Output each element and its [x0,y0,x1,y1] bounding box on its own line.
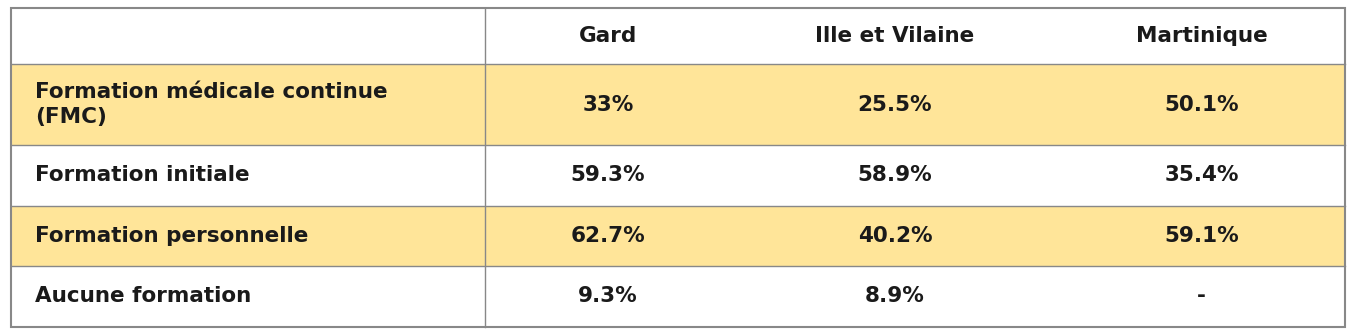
Text: 50.1%: 50.1% [1165,95,1239,115]
Text: Formation initiale: Formation initiale [35,165,250,186]
Text: Aucune formation: Aucune formation [35,286,251,307]
Bar [11,64,1345,145]
Text: Ille et Vilaine: Ille et Vilaine [815,26,975,46]
Text: 59.3%: 59.3% [571,165,645,186]
Bar [11,266,1345,327]
Bar [11,8,1345,64]
Text: 62.7%: 62.7% [571,226,645,246]
Bar [11,206,1345,266]
Text: 8.9%: 8.9% [865,286,925,307]
Text: Formation médicale continue
(FMC): Formation médicale continue (FMC) [35,82,388,127]
Text: 33%: 33% [582,95,633,115]
Text: -: - [1197,286,1205,307]
Text: Martinique: Martinique [1136,26,1268,46]
Text: Gard: Gard [579,26,637,46]
Text: 59.1%: 59.1% [1165,226,1239,246]
Text: 9.3%: 9.3% [578,286,637,307]
Text: 40.2%: 40.2% [857,226,932,246]
Bar [11,145,1345,206]
Text: 25.5%: 25.5% [857,95,932,115]
Text: 35.4%: 35.4% [1165,165,1239,186]
Text: Formation personnelle: Formation personnelle [35,226,309,246]
Text: 58.9%: 58.9% [857,165,932,186]
